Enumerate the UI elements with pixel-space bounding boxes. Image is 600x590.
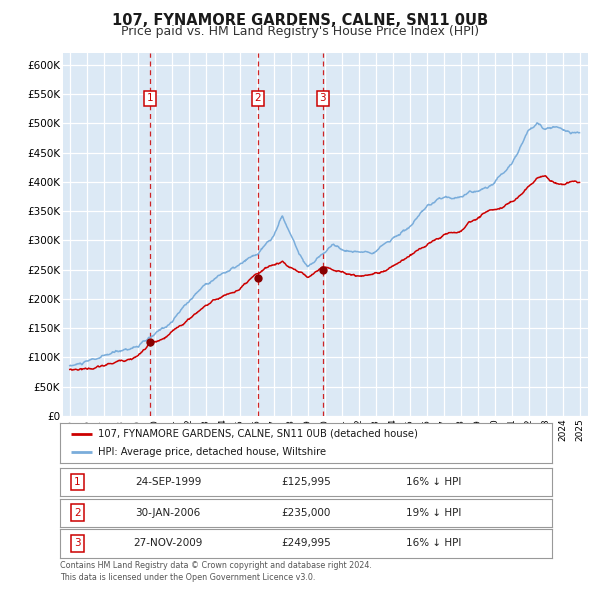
Text: 16% ↓ HPI: 16% ↓ HPI bbox=[406, 539, 461, 548]
Text: Contains HM Land Registry data © Crown copyright and database right 2024.
This d: Contains HM Land Registry data © Crown c… bbox=[60, 560, 372, 582]
Text: 19% ↓ HPI: 19% ↓ HPI bbox=[406, 508, 461, 517]
Text: 2: 2 bbox=[74, 508, 80, 517]
Text: £125,995: £125,995 bbox=[281, 477, 331, 487]
Text: 30-JAN-2006: 30-JAN-2006 bbox=[136, 508, 201, 517]
Text: 16% ↓ HPI: 16% ↓ HPI bbox=[406, 477, 461, 487]
Text: 1: 1 bbox=[147, 93, 154, 103]
Text: 24-SEP-1999: 24-SEP-1999 bbox=[135, 477, 202, 487]
Text: 27-NOV-2009: 27-NOV-2009 bbox=[134, 539, 203, 548]
Text: Price paid vs. HM Land Registry's House Price Index (HPI): Price paid vs. HM Land Registry's House … bbox=[121, 25, 479, 38]
Text: £249,995: £249,995 bbox=[281, 539, 331, 548]
Text: £235,000: £235,000 bbox=[281, 508, 331, 517]
Text: 107, FYNAMORE GARDENS, CALNE, SN11 0UB: 107, FYNAMORE GARDENS, CALNE, SN11 0UB bbox=[112, 13, 488, 28]
Text: 1: 1 bbox=[74, 477, 80, 487]
Text: 3: 3 bbox=[320, 93, 326, 103]
Text: 3: 3 bbox=[74, 539, 80, 548]
Text: HPI: Average price, detached house, Wiltshire: HPI: Average price, detached house, Wilt… bbox=[98, 447, 326, 457]
Text: 107, FYNAMORE GARDENS, CALNE, SN11 0UB (detached house): 107, FYNAMORE GARDENS, CALNE, SN11 0UB (… bbox=[98, 429, 418, 439]
Text: 2: 2 bbox=[255, 93, 262, 103]
